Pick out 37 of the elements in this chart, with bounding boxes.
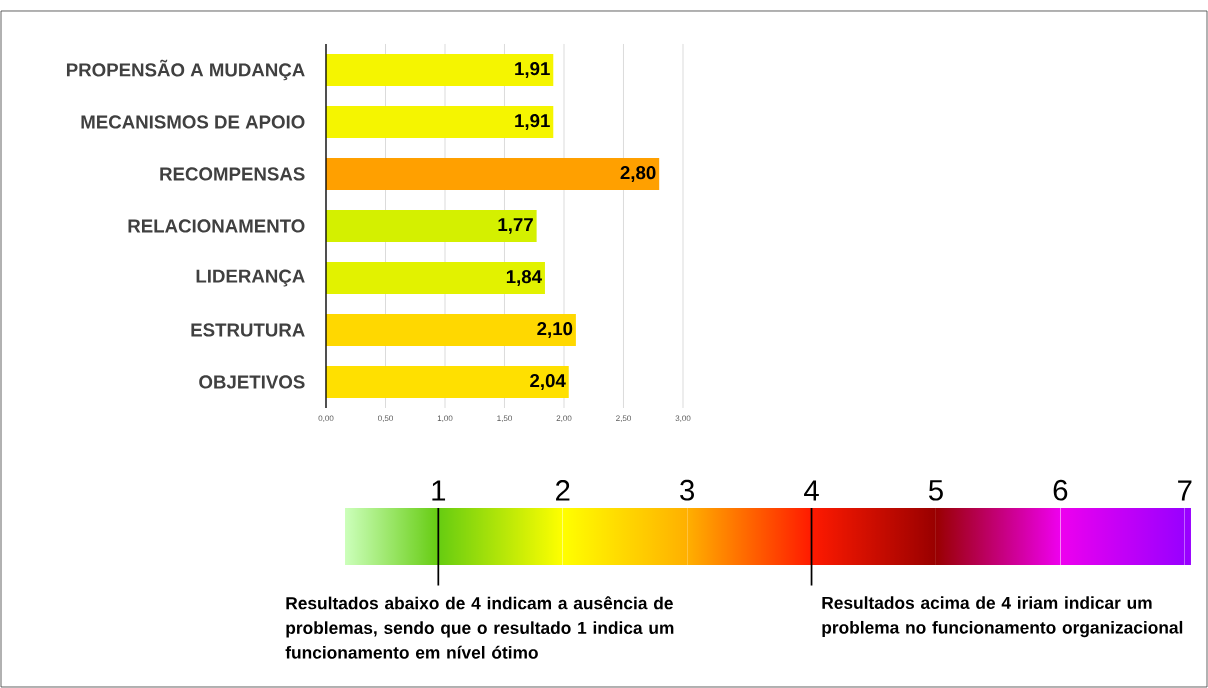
x-tick-label: 0,50 (378, 415, 393, 422)
x-tick-label: 2,50 (616, 415, 631, 422)
data-label: 2,80 (620, 166, 656, 182)
bar (326, 158, 660, 190)
data-label: 1,77 (498, 218, 533, 234)
x-tick-label: 1,00 (437, 415, 453, 422)
y-tick-label: RELACIONAMENTO (128, 219, 305, 233)
bar (326, 106, 554, 138)
data-label: 1,91 (515, 62, 550, 78)
y-tick-label: OBJETIVOS (199, 375, 305, 389)
x-tick-label: 1,50 (497, 415, 512, 422)
x-tick-label: 3,00 (675, 415, 691, 422)
y-tick-label: PROPENSÃO A MUDANÇA (66, 59, 305, 81)
text: Resultados acima de 4 iriam indicar um problema no funcionamento organizacional (822, 596, 1183, 638)
data-label: 2,10 (537, 322, 573, 338)
color-bar-label: 5 (928, 480, 943, 501)
color-bar-label: 7 (1178, 480, 1192, 501)
x-tick-label: 0,00 (318, 415, 334, 422)
data-label: 2,04 (530, 374, 566, 390)
y-tick-label: RECOMPENSAS (160, 167, 305, 181)
y-tick-label: ESTRUTURA (191, 323, 305, 337)
x-tick-label: 2,00 (556, 415, 572, 422)
bar (326, 261, 545, 294)
bar (326, 54, 554, 86)
color-bar-label: 2 (556, 480, 570, 501)
data-label: 1,91 (515, 114, 550, 130)
bar (326, 366, 569, 398)
color-bar-label: 1 (432, 480, 446, 501)
data-label: 1,84 (506, 270, 542, 286)
bar (326, 314, 576, 346)
text: Resultados abaixo de 4 indicam a ausência de problemas, sendo que o resultado 1 indica um funcionamento em nível ótimo (285, 596, 674, 659)
color-bar-label: 3 (680, 479, 695, 501)
y-tick-label: MECANISMOS DE APOIO (81, 115, 305, 129)
color-bar-label: 6 (1053, 479, 1068, 501)
bar (326, 210, 537, 242)
color-bar-label: 4 (804, 480, 819, 501)
y-tick-label: LIDERANÇA (196, 269, 305, 287)
